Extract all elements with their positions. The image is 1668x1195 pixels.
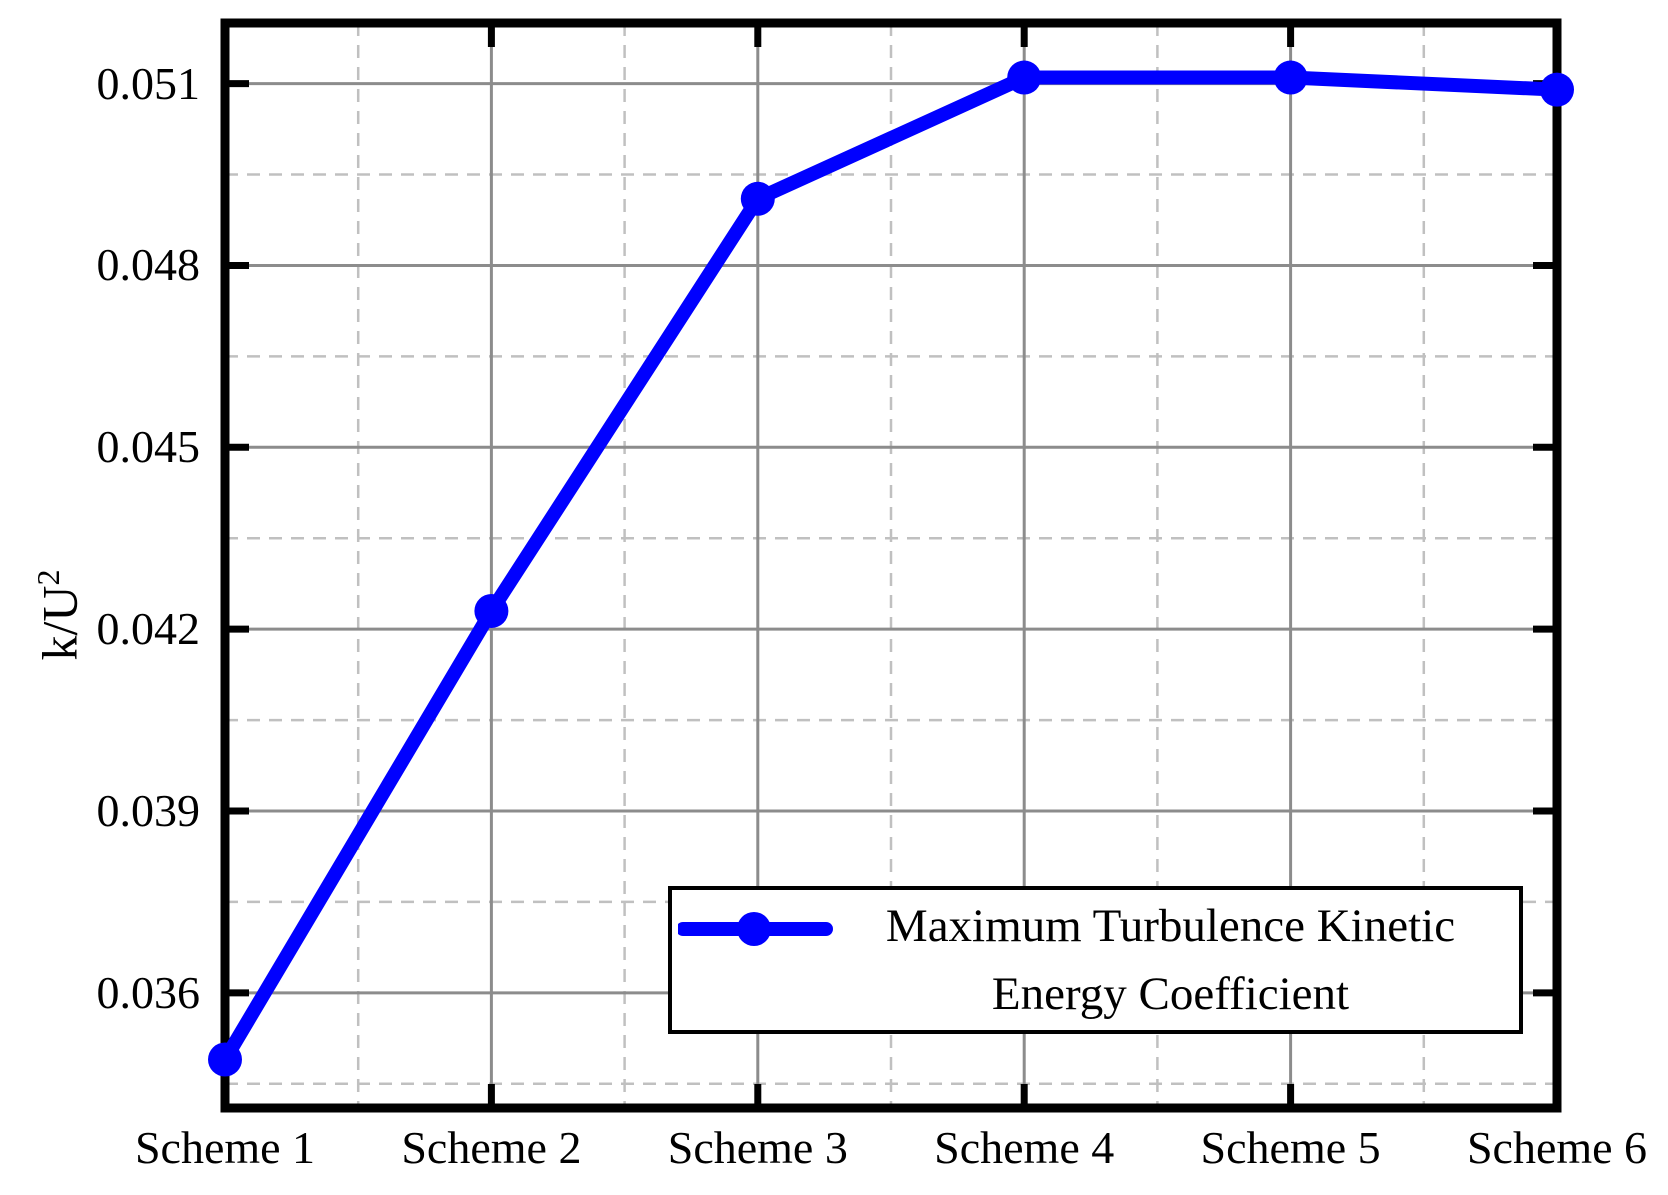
y-tick-label: 0.042	[96, 603, 201, 655]
legend: Maximum Turbulence Kinetic Energy Coeffi…	[668, 886, 1523, 1034]
data-point-marker	[1007, 60, 1042, 95]
x-tick-label: Scheme 6	[1466, 1122, 1648, 1173]
legend-label-line-1: Maximum Turbulence Kinetic	[885, 900, 1456, 952]
y-tick-label: 0.048	[96, 239, 201, 291]
x-tick-label: Scheme 2	[401, 1122, 582, 1173]
y-axis-label-exponent: 2	[30, 569, 66, 586]
legend-sample-line	[678, 912, 833, 946]
legend-label: Maximum Turbulence Kinetic Energy Coeffi…	[832, 890, 1509, 1030]
data-point-marker	[208, 1042, 242, 1077]
y-tick-label: 0.036	[96, 966, 201, 1018]
x-tick-label: Scheme 4	[934, 1122, 1115, 1173]
x-tick-label: Scheme 3	[667, 1122, 848, 1173]
y-tick-label: 0.045	[96, 421, 201, 473]
x-tick-label: Scheme 5	[1200, 1122, 1381, 1173]
axes-frame	[220, 18, 1562, 1113]
x-tick-label: Scheme 1	[134, 1122, 316, 1173]
data-point-marker	[1540, 72, 1574, 107]
y-tick-label: 0.039	[96, 784, 201, 836]
data-line	[218, 70, 1564, 1067]
legend-label-line-2: Energy Coefficient	[991, 968, 1350, 1020]
data-point-marker	[740, 181, 775, 216]
data-point-marker	[1273, 60, 1308, 95]
data-point-marker	[474, 593, 509, 628]
y-tick-label: 0.051	[96, 57, 201, 109]
